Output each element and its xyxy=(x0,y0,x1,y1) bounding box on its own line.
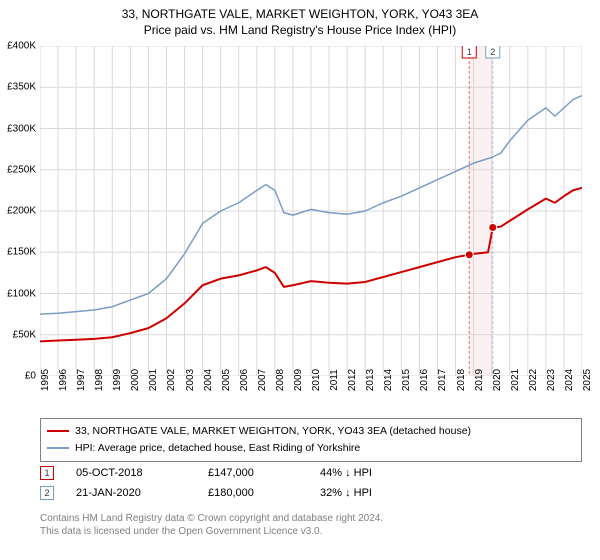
events-table: 1 05-OCT-2018 £147,000 44% ↓ HPI 2 21-JAN-202… xyxy=(40,466,582,506)
x-axis-label: 2022 xyxy=(528,369,539,391)
legend-swatch xyxy=(47,430,69,432)
event-delta: 44% ↓ HPI xyxy=(320,467,430,479)
footer-line-1: Contains HM Land Registry data © Crown c… xyxy=(40,512,582,525)
chart-area: 12 £0£50K£100K£150K£200K£250K£300K£350K£… xyxy=(40,46,582,376)
event-date: 21-JAN-2020 xyxy=(76,487,186,499)
chart-title: 33, NORTHGATE VALE, MARKET WEIGHTON, YOR… xyxy=(0,0,600,23)
event-row: 2 21-JAN-2020 £180,000 32% ↓ HPI xyxy=(40,486,582,500)
x-axis-label: 1997 xyxy=(76,369,87,391)
y-axis-label: £150K xyxy=(7,247,36,258)
x-axis-label: 2004 xyxy=(203,369,214,391)
x-axis-label: 1995 xyxy=(40,369,51,391)
x-axis-label: 2018 xyxy=(456,369,467,391)
event-delta: 32% ↓ HPI xyxy=(320,487,430,499)
x-axis-label: 2006 xyxy=(239,369,250,391)
x-axis-label: 2003 xyxy=(185,369,196,391)
event-price: £180,000 xyxy=(208,487,298,499)
x-axis-label: 2024 xyxy=(564,369,575,391)
x-axis-label: 2008 xyxy=(275,369,286,391)
legend-label: 33, NORTHGATE VALE, MARKET WEIGHTON, YOR… xyxy=(75,423,471,440)
y-axis-label: £400K xyxy=(7,41,36,52)
x-axis-label: 1999 xyxy=(112,369,123,391)
y-axis-label: £350K xyxy=(7,82,36,93)
x-axis-label: 2020 xyxy=(492,369,503,391)
svg-text:2: 2 xyxy=(490,47,495,57)
y-axis-label: £250K xyxy=(7,164,36,175)
chart-svg: 12 xyxy=(40,46,582,376)
x-axis-label: 2002 xyxy=(166,369,177,391)
x-axis-label: 2005 xyxy=(221,369,232,391)
chart-container: 33, NORTHGATE VALE, MARKET WEIGHTON, YOR… xyxy=(0,0,600,560)
legend-item: HPI: Average price, detached house, East… xyxy=(47,440,575,457)
event-marker: 1 xyxy=(40,466,54,480)
x-axis-label: 2019 xyxy=(474,369,485,391)
legend-swatch xyxy=(47,447,69,449)
legend-item: 33, NORTHGATE VALE, MARKET WEIGHTON, YOR… xyxy=(47,423,575,440)
x-axis-label: 2017 xyxy=(437,369,448,391)
x-axis-label: 1996 xyxy=(58,369,69,391)
x-axis-label: 2009 xyxy=(293,369,304,391)
y-axis-label: £300K xyxy=(7,123,36,134)
x-axis-label: 2023 xyxy=(546,369,557,391)
chart-subtitle: Price paid vs. HM Land Registry's House … xyxy=(0,23,600,41)
y-axis-label: £200K xyxy=(7,206,36,217)
legend-label: HPI: Average price, detached house, East… xyxy=(75,440,360,457)
x-axis-label: 2011 xyxy=(329,369,340,391)
x-axis-label: 2010 xyxy=(311,369,322,391)
x-axis-label: 2021 xyxy=(510,369,521,391)
legend-box: 33, NORTHGATE VALE, MARKET WEIGHTON, YOR… xyxy=(40,418,582,462)
y-axis-label: £100K xyxy=(7,288,36,299)
x-axis-label: 2001 xyxy=(148,369,159,391)
event-date: 05-OCT-2018 xyxy=(76,467,186,479)
event-row: 1 05-OCT-2018 £147,000 44% ↓ HPI xyxy=(40,466,582,480)
x-axis-label: 1998 xyxy=(94,369,105,391)
x-axis-label: 2016 xyxy=(419,369,430,391)
svg-text:1: 1 xyxy=(467,47,472,57)
x-axis-label: 2012 xyxy=(347,369,358,391)
footer-line-2: This data is licensed under the Open Gov… xyxy=(40,525,582,538)
event-marker: 2 xyxy=(40,486,54,500)
x-axis-label: 2000 xyxy=(130,369,141,391)
y-axis-label: £50K xyxy=(13,329,36,340)
x-axis-label: 2025 xyxy=(582,369,593,391)
x-axis-label: 2013 xyxy=(365,369,376,391)
x-axis-label: 2015 xyxy=(401,369,412,391)
event-price: £147,000 xyxy=(208,467,298,479)
y-axis-label: £0 xyxy=(25,371,36,382)
x-axis-label: 2014 xyxy=(383,369,394,391)
x-axis-label: 2007 xyxy=(257,369,268,391)
footer-attribution: Contains HM Land Registry data © Crown c… xyxy=(40,512,582,538)
